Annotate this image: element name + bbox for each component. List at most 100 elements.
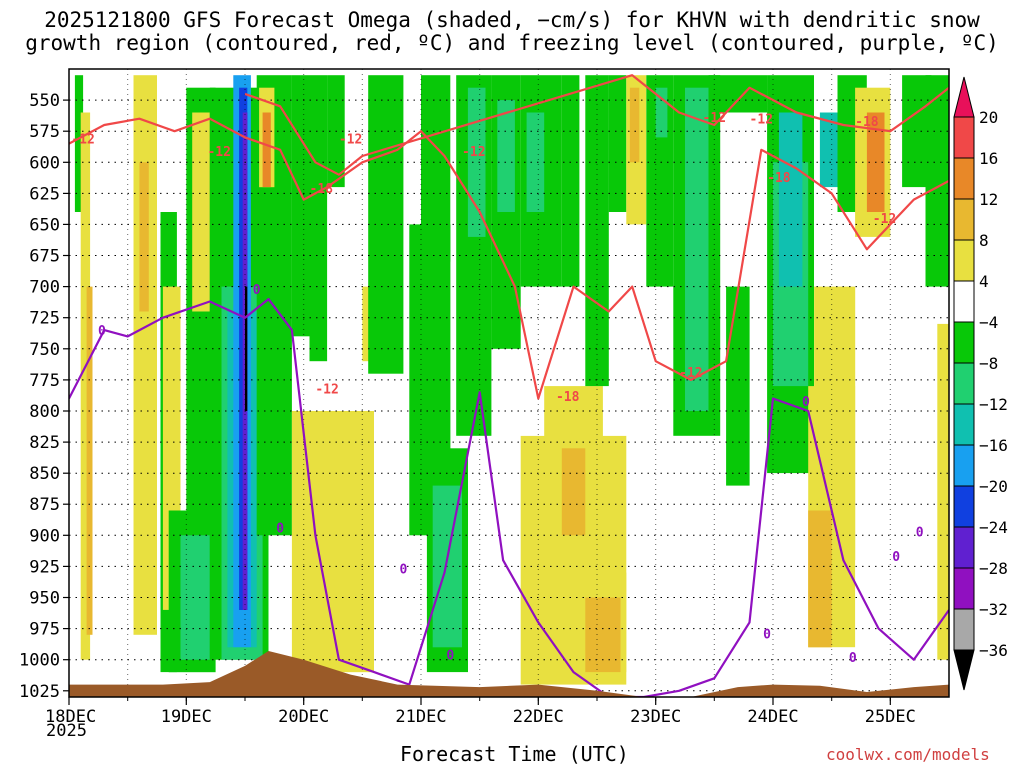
x-tick-label: 22DEC	[513, 707, 564, 727]
colorbar: 20 16 12 8 4 −4 −8 −12 −16 −20 −24 −28 −32 −36	[953, 76, 1008, 691]
freezing-contour-label: 0	[892, 550, 900, 565]
chart-title-line-1: 2025121800 GFS Forecast Omega (shaded, −…	[44, 8, 980, 32]
y-tick-label: 725	[29, 309, 60, 329]
colorbar-band	[953, 362, 975, 405]
y-tick-label: 550	[29, 91, 60, 111]
y-tick-label: 650	[29, 215, 60, 235]
dendritic-contour-label: -12	[750, 113, 773, 128]
colorbar-label: −8	[979, 354, 998, 373]
omega-region	[685, 87, 709, 411]
omega-shading	[74, 75, 949, 685]
terrain-surface	[69, 651, 949, 697]
x-tick-label: 18DEC	[45, 707, 96, 727]
y-tick-label: 825	[29, 433, 60, 453]
omega-region	[180, 535, 210, 660]
colorbar-band	[953, 444, 975, 487]
colorbar-label: −12	[979, 395, 1008, 414]
x-axis-ticks: 18DEC 19DEC 20DEC 21DEC 22DEC 23DEC 24DEC 25DEC	[45, 697, 916, 727]
omega-region	[708, 75, 768, 113]
dendritic-contour-label: -12	[679, 366, 702, 381]
contour-minus12C_contour	[69, 117, 949, 400]
omega-region	[291, 75, 310, 337]
colorbar-band	[953, 116, 975, 159]
freezing-contour-label: 0	[802, 395, 810, 410]
omega-region	[937, 323, 949, 660]
freezing-contour-label: 0	[399, 563, 407, 578]
omega-region	[526, 112, 545, 212]
omega-region	[80, 112, 91, 660]
freezing-contour-label: 0	[253, 283, 261, 298]
omega-region	[561, 75, 580, 287]
colorbar-label: −24	[979, 518, 1008, 537]
dendritic-contour-label: -18	[855, 115, 879, 130]
omega-region	[368, 75, 404, 374]
contours	[69, 74, 949, 697]
y-tick-label: 925	[29, 557, 60, 577]
omega-region	[245, 286, 248, 411]
x-tick-label: 23DEC	[630, 707, 681, 727]
colorbar-top-arrow	[953, 76, 975, 118]
y-tick-label: 700	[29, 278, 60, 298]
colorbar-label: 16	[979, 149, 998, 168]
x-tick-label: 24DEC	[747, 707, 798, 727]
credit-link[interactable]: coolwx.com/models	[826, 745, 990, 764]
y-tick-label: 575	[29, 122, 60, 142]
colorbar-label: 8	[979, 231, 989, 250]
y-tick-label: 900	[29, 526, 60, 546]
colorbar-band	[953, 567, 975, 610]
colorbar-label: 4	[979, 272, 989, 291]
dendritic-contour-label: -12	[339, 132, 362, 147]
y-tick-label: 975	[29, 620, 60, 640]
freezing-contour-label: 0	[446, 649, 454, 664]
x-axis-year: 2025	[46, 721, 87, 741]
colorbar-label: 12	[979, 190, 998, 209]
chart-title-line-2: growth region (contoured, red, ºC) and f…	[25, 31, 999, 55]
colorbar-label: −32	[979, 600, 1008, 619]
omega-region	[327, 485, 374, 673]
omega-region	[608, 75, 627, 212]
colorbar-band	[953, 485, 975, 528]
colorbar-label: −28	[979, 559, 1008, 578]
freezing-contour-label: 0	[763, 627, 771, 642]
dendritic-contour-label: -12	[873, 212, 896, 227]
x-tick-label: 19DEC	[161, 707, 212, 727]
colorbar-label: −4	[979, 313, 998, 332]
colorbar-band	[953, 157, 975, 200]
colorbar-bottom-arrow	[953, 649, 975, 691]
y-tick-label: 1000	[19, 651, 60, 671]
x-tick-label: 20DEC	[278, 707, 329, 727]
colorbar-band	[953, 608, 975, 651]
plot-frame	[68, 68, 950, 698]
y-tick-label: 775	[29, 371, 60, 391]
omega-region	[139, 162, 149, 312]
dendritic-contour-label: -18	[556, 390, 580, 405]
omega-region	[629, 87, 640, 163]
colorbar-label: 20	[979, 108, 998, 127]
y-tick-label: 675	[29, 247, 60, 267]
omega-region	[421, 75, 451, 262]
y-tick-label: 875	[29, 495, 60, 515]
colorbar-band	[953, 280, 975, 323]
colorbar-band	[953, 526, 975, 569]
dendritic-contour-label: -12	[71, 132, 94, 147]
omega-region	[262, 112, 271, 188]
freezing-contour-label: 0	[916, 525, 924, 540]
terrain	[69, 651, 949, 697]
dendritic-contour-label: -12	[207, 145, 230, 160]
omega-region	[74, 75, 84, 212]
omega-region	[86, 286, 93, 635]
dendritic-contour-label: -18	[767, 171, 791, 186]
colorbar-band	[953, 198, 975, 241]
omega-region	[467, 87, 486, 237]
freezing-contour-label: 0	[276, 522, 284, 537]
colorbar-label: −20	[979, 477, 1008, 496]
omega-region	[561, 448, 586, 536]
omega-region	[309, 75, 328, 362]
colorbar-band	[953, 239, 975, 282]
x-tick-label: 21DEC	[395, 707, 446, 727]
omega-region	[655, 87, 668, 138]
omega-region	[778, 112, 803, 287]
omega-region	[726, 286, 750, 486]
y-tick-label: 1025	[19, 682, 60, 702]
